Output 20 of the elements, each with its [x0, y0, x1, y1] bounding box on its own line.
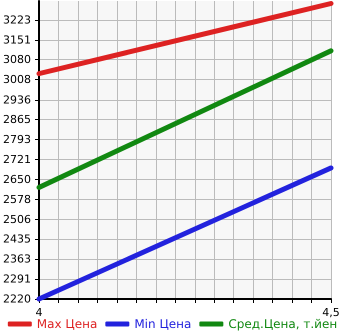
y-tick-label: 2291 — [2, 272, 31, 286]
legend-label: Max Цена — [36, 317, 98, 331]
legend-label: Min Цена — [134, 317, 192, 331]
y-tick-label: 3080 — [2, 53, 31, 66]
y-tick-label: 2363 — [2, 252, 31, 266]
y-tick-label: 2721 — [2, 153, 31, 166]
y-tick-label: 2936 — [2, 93, 31, 106]
x-tick-label: 4 — [35, 306, 42, 319]
y-tick-label: 2506 — [2, 212, 31, 226]
y-tick-label: 2650 — [2, 172, 31, 186]
legend-label: Сред.Цена, т.йен — [228, 317, 338, 331]
y-tick-label: 2793 — [2, 133, 31, 146]
y-tick-label: 2865 — [2, 113, 31, 126]
y-tick-label: 3008 — [2, 73, 31, 86]
y-tick-label: 2435 — [2, 232, 31, 246]
y-tick-label: 3223 — [2, 13, 31, 26]
y-tick-label: 2578 — [2, 192, 31, 206]
y-tick-label: 2220 — [2, 292, 31, 306]
y-tick-label: 3151 — [2, 33, 31, 46]
x-tick-label: 4,5 — [322, 306, 340, 319]
